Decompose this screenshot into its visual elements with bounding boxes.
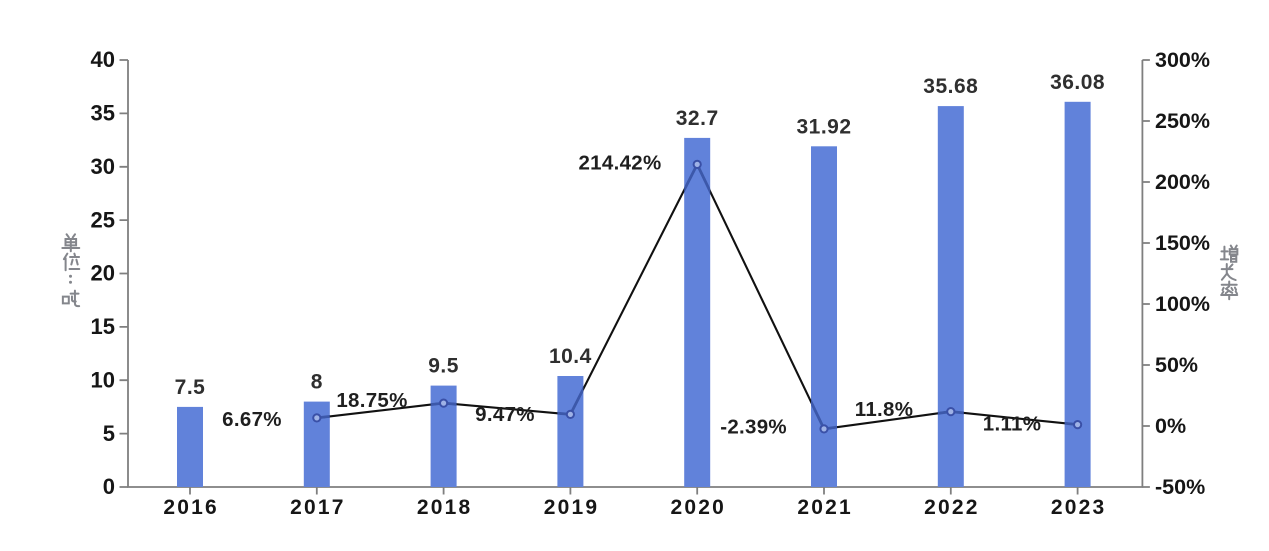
svg-text:25: 25 [91, 207, 115, 232]
svg-text:2018: 2018 [417, 496, 473, 519]
svg-text:5: 5 [103, 421, 115, 446]
svg-text:1.11%: 1.11% [983, 413, 1042, 436]
svg-text:9.5: 9.5 [428, 355, 459, 378]
svg-text:11.8%: 11.8% [855, 398, 914, 421]
svg-text:200%: 200% [1155, 170, 1210, 194]
svg-text:2022: 2022 [924, 496, 980, 519]
svg-text:40: 40 [91, 47, 115, 72]
svg-text:35: 35 [91, 101, 115, 126]
svg-text:10.4: 10.4 [549, 345, 592, 368]
svg-text:2021: 2021 [797, 496, 853, 519]
svg-text:2020: 2020 [671, 496, 727, 519]
svg-text:2023: 2023 [1051, 496, 1107, 519]
svg-text:2017: 2017 [290, 496, 346, 519]
svg-text:0%: 0% [1155, 414, 1186, 438]
svg-text:2019: 2019 [544, 496, 600, 519]
svg-text:32.7: 32.7 [676, 107, 719, 130]
svg-text:20: 20 [91, 261, 115, 286]
svg-text:9.47%: 9.47% [475, 403, 535, 426]
svg-text:35.68: 35.68 [923, 75, 978, 98]
svg-text:-50%: -50% [1155, 475, 1205, 499]
svg-text:15: 15 [91, 314, 115, 339]
svg-text:-2.39%: -2.39% [720, 416, 787, 439]
svg-text:100%: 100% [1155, 292, 1210, 316]
svg-text:6.67%: 6.67% [222, 408, 282, 431]
svg-text:36.08: 36.08 [1050, 71, 1105, 94]
svg-text:10: 10 [91, 367, 115, 392]
svg-text:31.92: 31.92 [796, 115, 851, 138]
svg-text:50%: 50% [1155, 353, 1198, 377]
svg-text:18.75%: 18.75% [336, 389, 407, 412]
svg-text:7.5: 7.5 [175, 376, 206, 399]
svg-text:150%: 150% [1155, 231, 1210, 255]
svg-text:2016: 2016 [163, 496, 219, 519]
svg-text:250%: 250% [1155, 109, 1210, 133]
svg-text:214.42%: 214.42% [578, 152, 661, 175]
svg-text:8: 8 [311, 371, 323, 394]
svg-text:300%: 300% [1155, 48, 1210, 72]
svg-text:30: 30 [91, 154, 115, 179]
svg-text:0: 0 [103, 474, 115, 499]
